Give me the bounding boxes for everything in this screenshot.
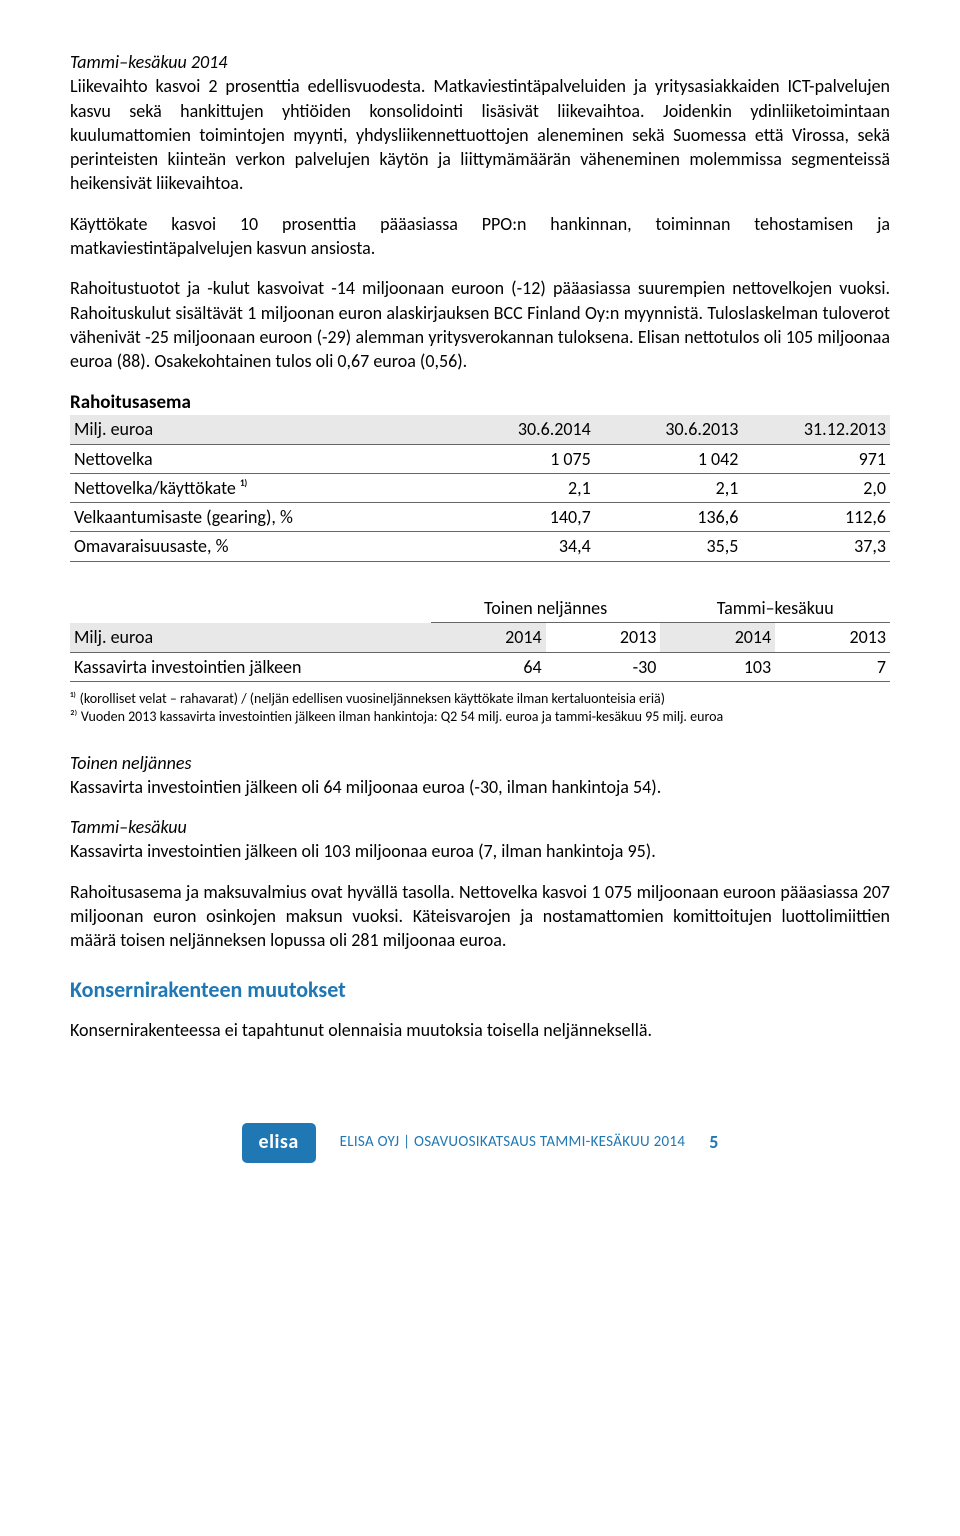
- table-cell: 35,5: [595, 532, 743, 561]
- table-cell: 140,7: [447, 503, 595, 532]
- table-cell: 64: [431, 652, 546, 681]
- table-header-cell: Milj. euroa: [70, 415, 447, 444]
- table-row: Nettovelka/käyttökate ¹⁾ 2,1 2,1 2,0: [70, 473, 890, 502]
- table-cell: 7: [775, 652, 890, 681]
- body-paragraph: Käyttökate kasvoi 10 prosenttia pääasias…: [70, 212, 890, 261]
- period-heading: Tammi–kesäkuu 2014: [70, 50, 890, 74]
- body-paragraph: Rahoitusasema ja maksuvalmius ovat hyväl…: [70, 880, 890, 953]
- body-paragraph: Kassavirta investointien jälkeen oli 103…: [70, 839, 890, 863]
- table-header-cell: Milj. euroa: [70, 623, 431, 652]
- table-cell: Velkaantumisaste (gearing), %: [70, 503, 447, 532]
- table-cell: Omavaraisuusaste, %: [70, 532, 447, 561]
- period-heading: Tammi–kesäkuu: [70, 815, 890, 839]
- rahoitusasema-table: Milj. euroa 30.6.2014 30.6.2013 31.12.20…: [70, 415, 890, 561]
- table-cell: 1 042: [595, 444, 743, 473]
- table-footnote: ²⁾ Vuoden 2013 kassavirta investointien …: [70, 708, 890, 726]
- body-paragraph: Kassavirta investointien jälkeen oli 64 …: [70, 775, 890, 799]
- table-cell: 2,0: [742, 473, 890, 502]
- table-cell: 2,1: [447, 473, 595, 502]
- table-cell: Nettovelka/käyttökate ¹⁾: [70, 473, 447, 502]
- body-paragraph: Liikevaihto kasvoi 2 prosenttia edellisv…: [70, 74, 890, 195]
- table-row: Omavaraisuusaste, % 34,4 35,5 37,3: [70, 532, 890, 561]
- page-number: 5: [709, 1130, 718, 1154]
- table-header-cell: Tammi–kesäkuu: [660, 594, 890, 623]
- table-row: Velkaantumisaste (gearing), % 140,7 136,…: [70, 503, 890, 532]
- table-header-row: Milj. euroa 30.6.2014 30.6.2013 31.12.20…: [70, 415, 890, 444]
- table-header-cell: Toinen neljännes: [431, 594, 661, 623]
- table-cell: 2,1: [595, 473, 743, 502]
- kassavirta-table: Toinen neljännes Tammi–kesäkuu Milj. eur…: [70, 594, 890, 682]
- table-cell: 37,3: [742, 532, 890, 561]
- section-heading: Konsernirakenteen muutokset: [70, 975, 890, 1005]
- table-header-cell: 2014: [660, 623, 775, 652]
- table-header-cell: 2014: [431, 623, 546, 652]
- table-cell: 136,6: [595, 503, 743, 532]
- table-cell: 103: [660, 652, 775, 681]
- table-header-cell: [70, 594, 431, 623]
- footer-text: ELISA OYJ | OSAVUOSIKATSAUS TAMMI-KESÄKU…: [340, 1132, 686, 1152]
- page-footer: elisa ELISA OYJ | OSAVUOSIKATSAUS TAMMI-…: [70, 1123, 890, 1163]
- table-super-header: Toinen neljännes Tammi–kesäkuu: [70, 594, 890, 623]
- table-header-cell: 30.6.2014: [447, 415, 595, 444]
- table-cell: 1 075: [447, 444, 595, 473]
- table-header-cell: 31.12.2013: [742, 415, 890, 444]
- table-cell: 971: [742, 444, 890, 473]
- body-paragraph: Rahoitustuotot ja -kulut kasvoivat -14 m…: [70, 276, 890, 373]
- table-title: Rahoitusasema: [70, 390, 890, 416]
- table-row: Kassavirta investointien jälkeen 64 -30 …: [70, 652, 890, 681]
- table-cell: 34,4: [447, 532, 595, 561]
- table-cell: Kassavirta investointien jälkeen: [70, 652, 431, 681]
- table-row: Nettovelka 1 075 1 042 971: [70, 444, 890, 473]
- body-paragraph: Konsernirakenteessa ei tapahtunut olenna…: [70, 1018, 890, 1042]
- period-heading: Toinen neljännes: [70, 751, 890, 775]
- table-header-row: Milj. euroa 2014 2013 2014 2013: [70, 623, 890, 652]
- table-cell: -30: [546, 652, 661, 681]
- table-header-cell: 2013: [775, 623, 890, 652]
- table-footnote: ¹⁾ (korolliset velat – rahavarat) / (nel…: [70, 690, 890, 708]
- table-header-cell: 2013: [546, 623, 661, 652]
- table-cell: Nettovelka: [70, 444, 447, 473]
- table-header-cell: 30.6.2013: [595, 415, 743, 444]
- table-cell: 112,6: [742, 503, 890, 532]
- elisa-logo: elisa: [242, 1123, 316, 1163]
